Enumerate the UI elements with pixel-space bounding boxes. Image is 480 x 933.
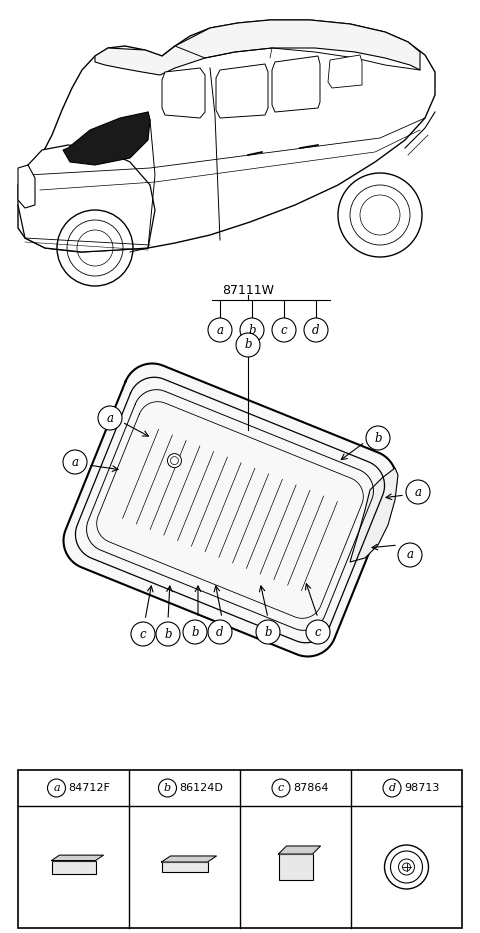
Text: b: b: [164, 628, 172, 640]
Circle shape: [304, 318, 328, 342]
Circle shape: [168, 453, 181, 467]
Circle shape: [208, 620, 232, 644]
Circle shape: [156, 622, 180, 646]
Circle shape: [403, 863, 410, 871]
Circle shape: [48, 779, 65, 797]
Text: d: d: [388, 783, 396, 793]
Circle shape: [236, 333, 260, 357]
Polygon shape: [328, 55, 362, 88]
Circle shape: [63, 450, 87, 474]
Polygon shape: [18, 20, 435, 252]
Polygon shape: [161, 856, 216, 862]
Text: b: b: [164, 783, 171, 793]
Text: c: c: [278, 783, 284, 793]
Circle shape: [183, 620, 207, 644]
Circle shape: [366, 426, 390, 450]
Circle shape: [383, 779, 401, 797]
Text: d: d: [312, 324, 320, 337]
Text: 84712F: 84712F: [69, 783, 110, 793]
Bar: [161, 862, 207, 872]
Bar: [18, 770, 462, 928]
Text: b: b: [374, 431, 382, 444]
Text: c: c: [315, 625, 321, 638]
Text: a: a: [415, 485, 421, 498]
Polygon shape: [350, 468, 398, 562]
Text: d: d: [216, 625, 224, 638]
Circle shape: [272, 318, 296, 342]
Polygon shape: [162, 68, 205, 118]
Polygon shape: [18, 165, 35, 208]
Text: 87111W: 87111W: [222, 284, 274, 297]
Polygon shape: [272, 56, 320, 112]
Circle shape: [98, 406, 122, 430]
Circle shape: [406, 480, 430, 504]
Polygon shape: [216, 64, 268, 118]
Text: c: c: [281, 324, 288, 337]
Polygon shape: [18, 145, 155, 252]
Text: 87864: 87864: [293, 783, 328, 793]
Bar: [278, 854, 312, 880]
Circle shape: [398, 543, 422, 567]
Circle shape: [272, 779, 290, 797]
Polygon shape: [278, 846, 321, 854]
Polygon shape: [63, 364, 396, 657]
Text: c: c: [140, 628, 146, 640]
Polygon shape: [95, 20, 420, 75]
Text: a: a: [53, 783, 60, 793]
Circle shape: [208, 318, 232, 342]
Text: a: a: [107, 411, 113, 425]
Polygon shape: [51, 856, 104, 860]
Text: b: b: [244, 339, 252, 352]
Text: b: b: [191, 625, 199, 638]
Text: b: b: [248, 324, 256, 337]
Circle shape: [240, 318, 264, 342]
Text: b: b: [264, 625, 272, 638]
Circle shape: [158, 779, 177, 797]
Bar: [51, 860, 96, 873]
Circle shape: [306, 620, 330, 644]
Text: 86124D: 86124D: [180, 783, 223, 793]
Text: a: a: [216, 324, 224, 337]
Text: 98713: 98713: [404, 783, 439, 793]
Circle shape: [256, 620, 280, 644]
Text: a: a: [407, 549, 413, 562]
Circle shape: [131, 622, 155, 646]
Text: a: a: [72, 455, 79, 468]
Polygon shape: [63, 112, 150, 165]
